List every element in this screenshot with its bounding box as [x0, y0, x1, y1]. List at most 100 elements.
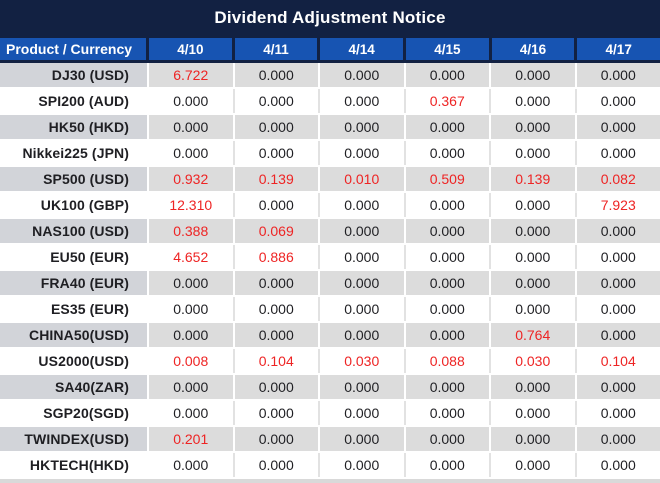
product-cell: SA40(ZAR): [0, 375, 149, 399]
value-cell: 0.000: [491, 401, 577, 425]
value-cell: 0.000: [235, 115, 320, 139]
table-row: SPI200 (AUD) 0.000 0.000 0.000 0.367 0.000 0.0…: [0, 89, 660, 115]
table-row: DJ30 (USD) 6.722 0.000 0.000 0.000 0.000 0.000: [0, 63, 660, 89]
value-cell: 0.000: [406, 193, 491, 217]
value-cell: 0.000: [406, 323, 491, 347]
table-row: SA40(ZAR) 0.000 0.000 0.000 0.000 0.000 0.000: [0, 375, 660, 401]
value-cell: 0.000: [320, 245, 406, 269]
value-cell: 6.722: [149, 63, 235, 87]
table-row: HKTECH(HKD) 0.000 0.000 0.000 0.000 0.000 0.00…: [0, 453, 660, 479]
value-cell: 0.000: [149, 297, 235, 321]
product-cell: HK50 (HKD): [0, 115, 149, 139]
table-row: EU50 (EUR) 4.652 0.886 0.000 0.000 0.000 0.000: [0, 245, 660, 271]
product-cell: SP500 (USD): [0, 167, 149, 191]
value-cell: 0.000: [149, 453, 235, 477]
value-cell: 0.764: [491, 323, 577, 347]
table-row: Nikkei225 (JPN) 0.000 0.000 0.000 0.000 0.000…: [0, 141, 660, 167]
value-cell: 0.000: [600, 145, 636, 161]
value-cell: 0.000: [320, 193, 406, 217]
value-cell: 0.000: [235, 375, 320, 399]
value-cell: 0.000: [600, 93, 636, 109]
value-cell: 0.000: [149, 89, 235, 113]
value-cell: 0.000: [320, 115, 406, 139]
value-cell: 0.000: [235, 453, 320, 477]
bottom-strip: [0, 479, 660, 483]
value-cell: 0.000: [600, 301, 636, 317]
value-cell: 0.000: [600, 67, 636, 83]
value-cell: 0.010: [320, 167, 406, 191]
date-column-header: 4/16: [491, 38, 578, 60]
table-header-row: Product / Currency 4/10 4/11 4/14 4/15 4/16 4/…: [0, 36, 660, 63]
date-column-header: 4/15: [406, 38, 492, 60]
value-cell: 0.000: [406, 63, 491, 87]
value-cell: 0.000: [491, 193, 577, 217]
value-cell: 0.139: [491, 167, 577, 191]
value-cell: 12.310: [149, 193, 235, 217]
value-cell: 0.008: [149, 349, 235, 373]
table-row: TWINDEX(USD) 0.201 0.000 0.000 0.000 0.000 0.0…: [0, 427, 660, 453]
value-cell: 0.000: [406, 453, 491, 477]
product-cell: ES35 (EUR): [50, 301, 129, 317]
value-cell: 4.652: [149, 245, 235, 269]
value-cell: 0.000: [406, 245, 491, 269]
product-cell: SGP20(SGD): [43, 405, 129, 421]
value-cell: 7.923: [600, 197, 636, 213]
value-cell: 0.000: [149, 115, 235, 139]
value-cell: 0.000: [491, 427, 577, 451]
value-cell: 0.000: [491, 89, 577, 113]
value-cell: 0.000: [320, 323, 406, 347]
value-cell: 0.000: [600, 431, 636, 447]
value-cell: 0.000: [491, 271, 577, 295]
value-cell: 0.000: [600, 223, 636, 239]
value-cell: 0.000: [600, 457, 636, 473]
value-cell: 0.069: [235, 219, 320, 243]
product-cell: TWINDEX(USD): [0, 427, 149, 451]
value-cell: 0.000: [320, 453, 406, 477]
date-column-header: 4/14: [320, 38, 407, 60]
value-cell: 0.000: [235, 141, 320, 165]
product-cell: DJ30 (USD): [0, 63, 149, 87]
value-cell: 0.000: [235, 427, 320, 451]
value-cell: 0.030: [320, 349, 406, 373]
table-row: UK100 (GBP) 12.310 0.000 0.000 0.000 0.000 7.9…: [0, 193, 660, 219]
value-cell: 0.000: [491, 297, 577, 321]
value-cell: 0.000: [320, 427, 406, 451]
value-cell: 0.932: [149, 167, 235, 191]
page-title: Dividend Adjustment Notice: [214, 8, 446, 27]
value-cell: 0.000: [491, 245, 577, 269]
value-cell: 0.082: [600, 171, 636, 187]
product-cell: NAS100 (USD): [0, 219, 149, 243]
value-cell: 0.104: [235, 349, 320, 373]
table-row: ES35 (EUR) 0.000 0.000 0.000 0.000 0.000 0.000: [0, 297, 660, 323]
value-cell: 0.000: [406, 115, 491, 139]
date-column-header: 4/17: [577, 38, 660, 60]
value-cell: 0.000: [600, 327, 636, 343]
value-cell: 0.000: [149, 141, 235, 165]
value-cell: 0.000: [406, 219, 491, 243]
table-row: SGP20(SGD) 0.000 0.000 0.000 0.000 0.000 0.000: [0, 401, 660, 427]
table-row: CHINA50(USD) 0.000 0.000 0.000 0.000 0.764 0.0…: [0, 323, 660, 349]
product-cell: EU50 (EUR): [50, 249, 129, 265]
value-cell: 0.201: [149, 427, 235, 451]
date-column-header: 4/10: [149, 38, 235, 60]
value-cell: 0.000: [149, 375, 235, 399]
product-cell: FRA40 (EUR): [0, 271, 149, 295]
value-cell: 0.000: [600, 275, 636, 291]
value-cell: 0.000: [235, 401, 320, 425]
value-cell: 0.000: [600, 405, 636, 421]
value-cell: 0.030: [491, 349, 577, 373]
value-cell: 0.000: [406, 375, 491, 399]
table-row: NAS100 (USD) 0.388 0.069 0.000 0.000 0.000 0.0…: [0, 219, 660, 245]
value-cell: 0.000: [235, 323, 320, 347]
value-cell: 0.000: [320, 141, 406, 165]
value-cell: 0.000: [406, 297, 491, 321]
value-cell: 0.886: [235, 245, 320, 269]
value-cell: 0.000: [149, 323, 235, 347]
value-cell: 0.000: [491, 375, 577, 399]
product-column-header: Product / Currency: [0, 38, 149, 60]
value-cell: 0.000: [491, 141, 577, 165]
value-cell: 0.000: [406, 271, 491, 295]
value-cell: 0.139: [235, 167, 320, 191]
table-row: US2000(USD) 0.008 0.104 0.030 0.088 0.030 0.10…: [0, 349, 660, 375]
title-bar: Dividend Adjustment Notice: [0, 0, 660, 36]
